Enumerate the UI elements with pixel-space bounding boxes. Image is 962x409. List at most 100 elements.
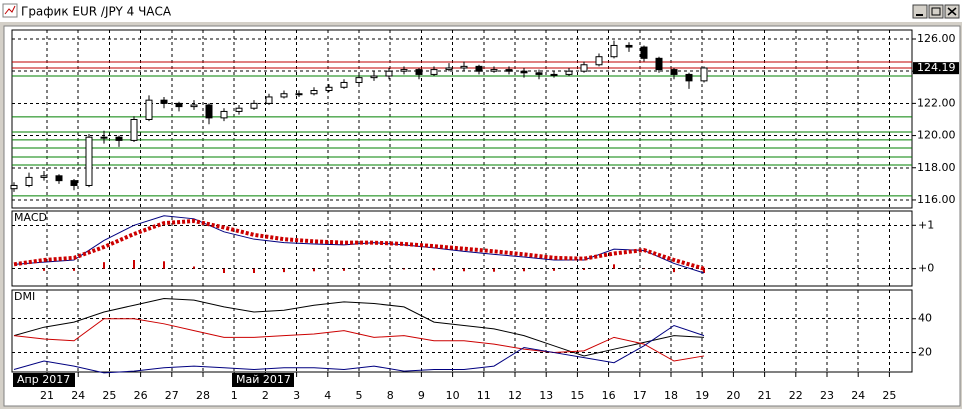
x-tick-label: 22 — [789, 389, 803, 402]
x-tick-label: 19 — [695, 389, 709, 402]
candle-body — [655, 57, 663, 71]
candle-body — [265, 96, 273, 104]
close-glyph — [947, 7, 957, 16]
candle-body — [670, 69, 678, 75]
x-tick-label: 24 — [71, 389, 85, 402]
indicator-line — [13, 215, 705, 274]
candle-body — [595, 56, 603, 66]
candle-body — [10, 184, 18, 190]
title-bar — [0, 0, 962, 22]
y-tick-label: 40 — [918, 312, 932, 325]
candle-body — [85, 136, 93, 186]
candle-body — [565, 70, 573, 75]
x-tick-label: 21 — [40, 389, 54, 402]
candle-body — [145, 99, 153, 120]
candle-body — [370, 75, 378, 79]
x-tick-label: 8 — [387, 389, 394, 402]
indicator-line — [13, 324, 705, 374]
dmi-panel — [11, 289, 913, 373]
candle-body — [70, 180, 78, 186]
x-tick-label: 25 — [882, 389, 896, 402]
candle-body — [610, 44, 618, 58]
x-tick-label: 21 — [758, 389, 772, 402]
candle-body — [520, 70, 528, 74]
last-price-box — [913, 62, 959, 75]
x-tick-label: 23 — [820, 389, 834, 402]
candle-body — [310, 90, 318, 95]
y-tick-label: 126.00 — [917, 32, 956, 45]
indicator-line — [13, 318, 705, 362]
y-tick-label: 116.00 — [917, 193, 956, 206]
x-tick-label: 20 — [726, 389, 740, 402]
candle-body — [550, 73, 558, 76]
x-tick-label: 5 — [356, 389, 363, 402]
y-tick-label: 122.00 — [917, 96, 956, 109]
candle-body — [175, 102, 183, 108]
candle-body — [130, 118, 138, 141]
candle-body — [415, 69, 423, 75]
window-title: График EUR /JPY 4 ЧАСА — [21, 5, 172, 19]
minimize-button[interactable] — [912, 4, 928, 19]
candle-body — [685, 73, 693, 82]
x-tick-label: 9 — [418, 389, 425, 402]
candle-body — [625, 44, 633, 48]
x-tick-label: 2 — [262, 389, 269, 402]
candle-body — [430, 69, 438, 75]
candle-body — [55, 175, 63, 182]
x-tick-label: 24 — [851, 389, 865, 402]
month-box — [232, 373, 294, 387]
x-tick-label: 26 — [134, 389, 148, 402]
candle-body — [700, 67, 708, 82]
window-buttons[interactable] — [912, 4, 960, 19]
candle-body — [25, 176, 33, 186]
x-tick-label: 13 — [539, 389, 553, 402]
x-tick-label: 12 — [508, 389, 522, 402]
candle-body — [280, 93, 288, 98]
y-tick-label: 118.00 — [917, 161, 956, 174]
candle-body — [460, 65, 468, 69]
maximize-button[interactable] — [928, 4, 944, 19]
candle-body — [205, 104, 213, 119]
y-tick-label: 20 — [918, 346, 932, 359]
candle-body — [580, 64, 588, 72]
candle-body — [445, 67, 453, 71]
candle-body — [250, 102, 258, 109]
maximize-glyph — [931, 7, 941, 16]
x-tick-label: 4 — [324, 389, 331, 402]
candle-body — [640, 46, 648, 59]
x-tick-label: 3 — [293, 389, 300, 402]
month-label: Апр 2017 — [17, 373, 70, 386]
y-tick-label: +0 — [918, 262, 934, 275]
candle-body — [355, 77, 363, 83]
panel-title: DMI — [14, 290, 35, 303]
x-tick-label: 17 — [633, 389, 647, 402]
candle-body — [490, 69, 498, 72]
plot-layer: 21 24 25 26 27 28 1 2 3 4 5 8 9 10 11 12 13 15 16 17 18 19 20 2… — [10, 30, 959, 402]
candle-body — [115, 136, 123, 141]
x-tick-label: 11 — [477, 389, 491, 402]
x-tick-label: 18 — [664, 389, 678, 402]
candle-body — [340, 81, 348, 88]
candle-body — [325, 86, 333, 92]
x-tick-label: 16 — [602, 389, 616, 402]
candle-body — [385, 70, 393, 77]
candle-body — [190, 104, 198, 108]
price-panel — [11, 29, 913, 209]
y-tick-label: +1 — [918, 218, 934, 231]
x-tick-label: 28 — [196, 389, 210, 402]
x-tick-label: 10 — [446, 389, 460, 402]
candle-body — [400, 69, 408, 72]
candle-body — [40, 175, 48, 178]
candle-body — [535, 72, 543, 75]
window-icon-glyph — [4, 5, 16, 15]
candle-body — [235, 107, 243, 112]
candle-body — [505, 69, 513, 72]
candle-body — [295, 93, 303, 96]
y-tick-label: 120.00 — [917, 129, 956, 142]
month-box — [13, 373, 75, 387]
x-tick-label: 15 — [570, 389, 584, 402]
panel-title: MACD — [14, 211, 47, 224]
candle-body — [475, 65, 483, 72]
